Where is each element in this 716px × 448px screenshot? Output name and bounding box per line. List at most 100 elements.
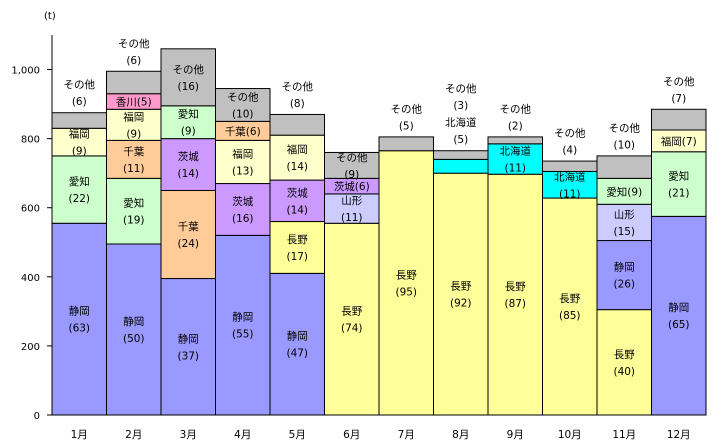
bar-segment <box>215 88 271 122</box>
segment-label: その他(5) <box>391 102 423 132</box>
segment-label: 静岡(65) <box>668 301 690 331</box>
x-tick-label: 11月 <box>612 429 636 441</box>
x-tick-label: 12月 <box>667 429 691 441</box>
bar-segment <box>651 108 707 131</box>
bar-segment <box>106 70 162 95</box>
y-tick-label: 600 <box>21 204 40 215</box>
bar-segment <box>378 150 434 416</box>
bar-stack: 長野(95) その他(5) <box>378 102 434 416</box>
segment-label: 山形(15) <box>613 209 635 238</box>
segment-label: 福岡(13) <box>232 147 254 177</box>
segment-label: 千葉(11) <box>123 145 145 175</box>
segment-label: 福岡(9) <box>123 110 144 140</box>
bar-segment <box>433 172 489 416</box>
segment-label: 福岡(14) <box>286 143 308 173</box>
y-tick-label: 200 <box>21 342 40 353</box>
bar-segment <box>378 136 434 152</box>
segment-label: 長野(92) <box>450 281 472 310</box>
bar-segment <box>215 183 271 236</box>
x-tick-label: 7月 <box>398 429 415 441</box>
bar-segment <box>651 215 707 416</box>
segment-label: その他(9) <box>336 151 368 181</box>
segment-label: 愛知(22) <box>68 175 90 205</box>
segment-label: その他(16) <box>173 63 205 93</box>
bar-stack: 長野(92) 北海道(5) その他(3) <box>433 82 489 416</box>
x-tick-label: 2月 <box>125 429 142 441</box>
x-tick-label: 4月 <box>234 429 251 441</box>
bar-segment <box>433 150 489 160</box>
segment-label: その他(4) <box>554 127 586 157</box>
bar-segment <box>160 189 216 280</box>
bar-segment <box>596 177 652 205</box>
bar-segment <box>106 177 162 245</box>
bar-segment <box>106 243 162 416</box>
x-tick-label: 6月 <box>343 429 360 441</box>
x-tick-label: 9月 <box>507 429 524 441</box>
segment-label: 長野(85) <box>559 293 581 322</box>
segment-label: 千葉(24) <box>177 220 199 250</box>
bar-stack: 長野(87) 北海道(11) その他(2) <box>487 102 543 416</box>
segment-label: 茨城(14) <box>286 186 308 216</box>
segment-label: その他(2) <box>500 102 532 132</box>
bar-segment <box>596 309 652 416</box>
segment-label: 長野(74) <box>341 306 363 335</box>
bar-segment <box>106 139 162 179</box>
segment-label: その他(6) <box>64 78 96 108</box>
bar-stack: 長野(40) 静岡(26) 山形(15) 愛知(9) その他(10) <box>596 121 652 416</box>
segment-label: 長野(40) <box>613 349 635 378</box>
segment-label: 北海道(11) <box>554 170 586 200</box>
bar-segment <box>51 222 107 416</box>
bar-segment <box>215 234 271 416</box>
bar-segment <box>269 134 325 181</box>
segment-label: その他(7) <box>663 75 695 105</box>
bar-stack: 静岡(63) 愛知(22) 福岡(9) その他(6) <box>51 78 107 416</box>
segment-label: 北海道(11) <box>500 145 532 175</box>
segment-label: 長野(87) <box>504 281 526 310</box>
y-tick-label: 800 <box>21 135 40 146</box>
bar-segment <box>596 155 652 179</box>
y-axis-unit-label: (t) <box>44 11 56 22</box>
segment-label: その他(3) <box>445 82 477 112</box>
bar-stack: 静岡(37) 千葉(24) 茨城(14) 愛知(9) その他(16) <box>160 48 216 416</box>
y-tick-label: 1,000 <box>11 66 40 77</box>
bar-segment <box>269 272 325 416</box>
y-tick-label: 400 <box>21 273 40 284</box>
segment-label: その他(10) <box>609 121 641 151</box>
bar-stack: 静岡(65) 愛知(21) 福岡(7) その他(7) <box>651 75 707 416</box>
bar-stack: 静岡(47) 長野(17) 茨城(14) 福岡(14) その他(8) <box>269 80 325 416</box>
segment-label: 静岡(63) <box>68 305 90 335</box>
segment-label: 静岡(47) <box>286 330 308 360</box>
segment-label: 愛知(19) <box>123 197 145 227</box>
bar-segment <box>269 113 325 136</box>
x-tick-label: 3月 <box>180 429 197 441</box>
segment-label: 静岡(50) <box>123 315 145 345</box>
segment-label: 静岡(26) <box>613 261 635 291</box>
bar-stack: 静岡(55) 茨城(16) 福岡(13) 千葉(6) その他(10) <box>215 88 271 416</box>
y-axis: 0 200 400 600 800 1,000 <box>11 35 53 422</box>
bar-stack: 静岡(50) 愛知(19) 千葉(11) 福岡(9)香川(5) その他(6) <box>106 37 162 416</box>
bar-stack: 長野(85) 北海道(11) その他(4) <box>542 127 598 416</box>
x-tick-label: 5月 <box>289 429 306 441</box>
segment-label: 茨城(14) <box>177 150 199 180</box>
bar-segment <box>106 108 162 141</box>
segment-label: その他(10) <box>227 90 259 120</box>
bar-segment <box>433 158 489 174</box>
x-tick-label: 1月 <box>71 429 88 441</box>
segment-label: 静岡(37) <box>177 332 199 362</box>
bar-segment <box>542 197 598 416</box>
x-tick-label: 10月 <box>558 429 582 441</box>
bar-segment <box>596 240 652 311</box>
segment-label: 福岡(7) <box>661 135 697 148</box>
segment-label: 香川(5) <box>116 97 152 109</box>
y-tick-label: 0 <box>34 411 40 422</box>
bar-segment <box>487 173 543 416</box>
segment-label: 愛知(21) <box>668 170 690 200</box>
x-tick-label: 8月 <box>452 429 469 441</box>
segment-label: 長野(17) <box>286 234 308 263</box>
bar-segment <box>324 222 380 416</box>
segment-label: 愛知(9) <box>606 185 642 198</box>
bar-segment <box>160 48 216 107</box>
bar-segment <box>324 151 380 179</box>
bars: 静岡(63) 愛知(22) 福岡(9) その他(6) 静岡(50) 愛知(19) 千葉(11… <box>51 37 707 416</box>
